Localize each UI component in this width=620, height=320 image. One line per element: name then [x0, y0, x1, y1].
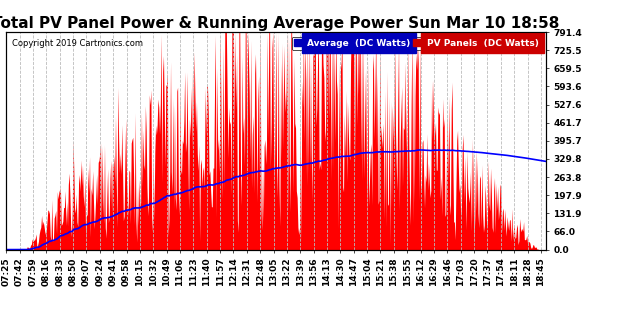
Legend: Average  (DC Watts), PV Panels  (DC Watts): Average (DC Watts), PV Panels (DC Watts)	[291, 36, 541, 50]
Text: Copyright 2019 Cartronics.com: Copyright 2019 Cartronics.com	[12, 38, 143, 48]
Title: Total PV Panel Power & Running Average Power Sun Mar 10 18:58: Total PV Panel Power & Running Average P…	[0, 16, 560, 31]
